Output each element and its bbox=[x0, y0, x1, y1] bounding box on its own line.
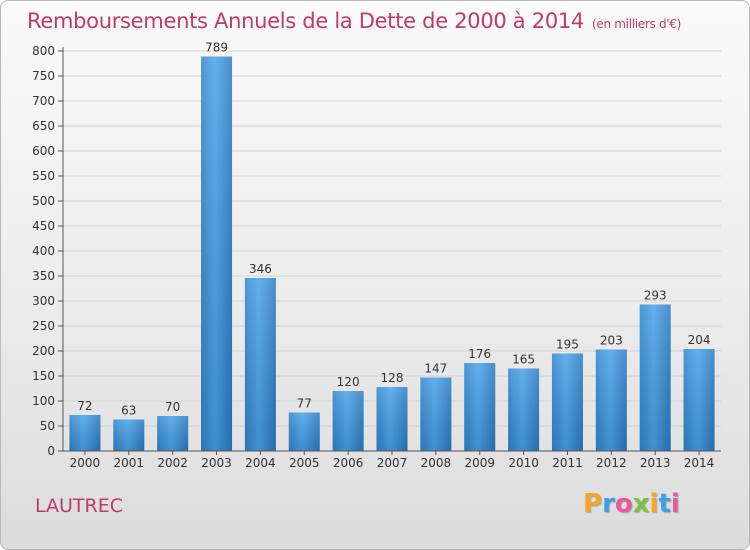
data-label: 203 bbox=[600, 334, 623, 348]
x-tick-label: 2004 bbox=[245, 456, 276, 470]
chart-title: Remboursements Annuels de la Dette de 20… bbox=[27, 9, 681, 33]
data-label: 120 bbox=[337, 375, 360, 389]
bar-shade bbox=[69, 415, 101, 451]
data-label: 176 bbox=[468, 347, 491, 361]
x-tick-label: 2012 bbox=[596, 456, 627, 470]
data-label: 789 bbox=[205, 41, 228, 55]
bar-shade bbox=[464, 363, 496, 451]
y-tick-label: 250 bbox=[32, 319, 55, 333]
y-tick-label: 350 bbox=[32, 269, 55, 283]
x-tick-label: 2008 bbox=[421, 456, 452, 470]
y-tick-label: 450 bbox=[32, 219, 55, 233]
logo-letter: t bbox=[658, 489, 671, 519]
y-tick-label: 750 bbox=[32, 69, 55, 83]
y-tick-label: 800 bbox=[32, 44, 55, 58]
bar-shade bbox=[157, 416, 189, 451]
x-tick-label: 2014 bbox=[684, 456, 715, 470]
data-label: 63 bbox=[121, 404, 136, 418]
x-tick-label: 2009 bbox=[464, 456, 495, 470]
bar-shade bbox=[595, 349, 627, 451]
x-tick-label: 2010 bbox=[508, 456, 539, 470]
town-name: LAUTREC bbox=[35, 495, 124, 517]
y-tick-label: 200 bbox=[32, 344, 55, 358]
x-axis: 2000 2001 2002 2003 2004 2005 2006 2007 2008 2009… bbox=[63, 450, 721, 470]
data-label: 147 bbox=[424, 362, 447, 376]
bars: 72 63 70 789 346 77 120 128 147 176 165 195 203 293 20… bbox=[69, 41, 715, 451]
x-tick-label: 2005 bbox=[289, 456, 320, 470]
bar-shade bbox=[113, 419, 145, 451]
bar-shade bbox=[420, 377, 452, 451]
bar-shade bbox=[244, 278, 276, 451]
bar-shade bbox=[683, 349, 715, 451]
data-label: 128 bbox=[381, 371, 404, 385]
y-tick-label: 500 bbox=[32, 194, 55, 208]
chart-title-unit: (en milliers d'€) bbox=[592, 17, 682, 31]
data-label: 195 bbox=[556, 338, 579, 352]
y-tick-label: 100 bbox=[32, 394, 55, 408]
data-label: 165 bbox=[512, 353, 535, 367]
x-tick-label: 2007 bbox=[377, 456, 408, 470]
logo-letter: i bbox=[649, 489, 659, 519]
y-tick-label: 50 bbox=[40, 419, 55, 433]
y-tick-label: 700 bbox=[32, 94, 55, 108]
proxiti-logo: Proxiti bbox=[583, 489, 680, 519]
x-tick-label: 2003 bbox=[201, 456, 232, 470]
logo-letter: o bbox=[614, 489, 633, 519]
data-label: 346 bbox=[249, 262, 272, 276]
logo-letter: i bbox=[670, 489, 680, 519]
y-axis: 0 50 100 150 200 250 300 350 400 450 500 550 600 650 7… bbox=[32, 44, 64, 458]
logo-letter: x bbox=[632, 489, 650, 519]
data-label: 204 bbox=[688, 333, 711, 347]
bar-shade bbox=[551, 353, 583, 451]
x-tick-label: 2002 bbox=[157, 456, 188, 470]
data-label: 70 bbox=[165, 400, 180, 414]
data-label: 72 bbox=[77, 399, 92, 413]
y-tick-label: 150 bbox=[32, 369, 55, 383]
x-tick-label: 2001 bbox=[114, 456, 145, 470]
logo-letter: P bbox=[583, 489, 603, 519]
x-tick-label: 2013 bbox=[640, 456, 671, 470]
bar-shade bbox=[639, 304, 671, 451]
bar-shade bbox=[288, 412, 320, 451]
data-label: 293 bbox=[644, 289, 667, 303]
x-tick-label: 2006 bbox=[333, 456, 364, 470]
chart-title-text: Remboursements Annuels de la Dette de 20… bbox=[27, 9, 584, 33]
y-tick-label: 300 bbox=[32, 294, 55, 308]
y-tick-label: 0 bbox=[47, 444, 55, 458]
y-tick-label: 600 bbox=[32, 144, 55, 158]
y-tick-label: 650 bbox=[32, 119, 55, 133]
logo-letter: r bbox=[602, 489, 615, 519]
bar-shade bbox=[376, 387, 408, 451]
bar-shade bbox=[508, 368, 540, 451]
bar-shade bbox=[332, 391, 364, 451]
y-tick-label: 400 bbox=[32, 244, 55, 258]
x-tick-label: 2011 bbox=[552, 456, 583, 470]
x-tick-label: 2000 bbox=[70, 456, 101, 470]
data-label: 77 bbox=[297, 397, 312, 411]
bar-shade bbox=[201, 56, 233, 451]
y-tick-label: 550 bbox=[32, 169, 55, 183]
